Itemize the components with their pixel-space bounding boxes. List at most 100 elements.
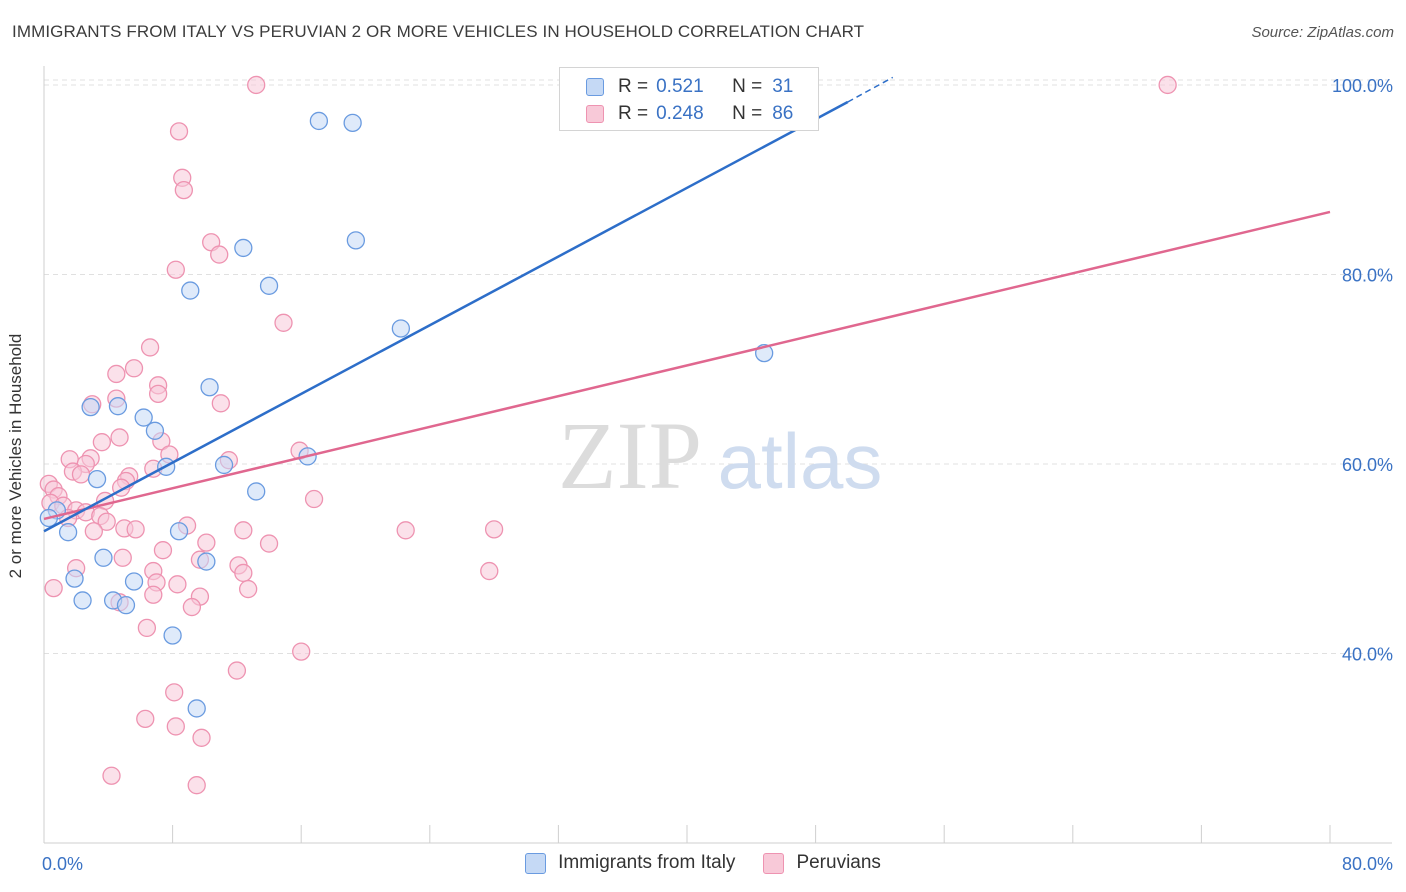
italy-point — [197, 552, 216, 571]
series-legend-italy[interactable]: Immigrants from Italy — [525, 852, 735, 874]
y-tick-label: 100.0% — [1332, 76, 1393, 96]
peruvian-point — [396, 521, 415, 540]
peruvian-point — [71, 465, 91, 484]
series-legend-peruvians[interactable]: Peruvians — [763, 852, 881, 874]
y-axis-label: 2 or more Vehicles in Household — [6, 333, 25, 579]
italy-point — [200, 378, 219, 397]
italy-point — [343, 113, 362, 133]
italy-point — [309, 111, 329, 131]
peruvian-point — [126, 520, 145, 539]
italy-point — [116, 596, 136, 615]
peruvian-point — [92, 433, 112, 452]
peruvian-point — [259, 534, 279, 553]
tick-labels: 40.0% 60.0% 80.0% 100.0% 0.0% 80.0% — [42, 76, 1393, 874]
legend-swatch-italy — [586, 78, 604, 96]
peruvian-point — [110, 428, 129, 447]
peruvian-point — [234, 521, 253, 540]
peruvian-point — [97, 512, 116, 531]
peruvian-point — [165, 683, 184, 702]
italy-point — [58, 523, 78, 542]
legend-row-peruvians: R = 0.248 N = 86 — [586, 102, 793, 126]
italy-point — [81, 397, 100, 417]
peruvian-point — [124, 359, 144, 378]
peruvian-point — [211, 394, 230, 413]
italy-point — [87, 469, 107, 489]
y-tick-label: 60.0% — [1342, 455, 1393, 475]
peruvian-point — [182, 597, 202, 617]
series-swatch-italy — [525, 852, 547, 874]
legend-n-label: N = — [732, 76, 763, 97]
legend-row-italy: R = 0.521 N = 31 — [586, 75, 793, 99]
italy-point — [391, 319, 411, 338]
peruvian-point — [247, 75, 266, 95]
peruvian-point — [84, 522, 103, 541]
y-tick-label: 80.0% — [1342, 265, 1393, 285]
italy-point — [259, 276, 279, 295]
peruvian-point — [148, 384, 168, 404]
watermark-atlas: atlas — [718, 417, 883, 505]
x-tick-label-max: 80.0% — [1342, 854, 1393, 874]
italy-point — [187, 699, 206, 718]
watermark: ZIP atlas — [558, 402, 882, 509]
peruvian-point — [136, 709, 155, 729]
italy-point — [234, 238, 253, 258]
peruvian-point — [102, 766, 121, 785]
peruvian-point — [484, 520, 504, 539]
peruvian-point — [192, 728, 211, 747]
legend-r-value: 0.248 — [656, 103, 704, 124]
peruvian-point — [292, 642, 311, 661]
peruvian-point — [197, 533, 216, 552]
legend-n-value: 31 — [772, 76, 794, 97]
peruvian-point — [174, 180, 194, 200]
peruvian-point — [169, 122, 189, 141]
italy-point — [145, 421, 165, 440]
peruvian-point — [168, 575, 187, 594]
legend-r-label: R = — [618, 76, 649, 97]
italy-point — [73, 591, 92, 610]
y-tick-label: 40.0% — [1342, 644, 1393, 664]
data-points — [39, 75, 1177, 795]
peruvian-point — [480, 561, 499, 581]
chart-title: IMMIGRANTS FROM ITALY VS PERUVIAN 2 OR M… — [12, 22, 865, 41]
legend-r-value: 0.521 — [656, 76, 704, 97]
italy-point — [163, 626, 182, 645]
peruvian-point — [239, 579, 258, 599]
x-tick-label-min: 0.0% — [42, 854, 83, 874]
peruvian-point — [187, 776, 206, 795]
peruvian-trend-line — [43, 210, 1331, 521]
peruvian-point — [140, 338, 160, 357]
watermark-zip: ZIP — [558, 402, 702, 509]
italy-trend-line — [43, 100, 849, 533]
trend-lines — [43, 76, 1331, 533]
legend-swatch-peruvians — [586, 105, 604, 123]
peruvian-point — [107, 364, 126, 384]
italy-point — [247, 482, 266, 501]
peruvian-point — [1158, 75, 1177, 95]
chart-source: Source: ZipAtlas.com — [1251, 24, 1394, 41]
series-name-peruvians: Peruvians — [796, 852, 881, 873]
correlation-legend: R = 0.521 N = 31 R = 0.248 N = 86 — [559, 67, 819, 131]
legend-r-label: R = — [618, 103, 649, 124]
peruvian-point — [44, 578, 63, 598]
italy-point — [124, 572, 144, 591]
peruvian-point — [227, 661, 247, 680]
italy-point — [181, 281, 200, 300]
peruvian-point — [153, 541, 173, 560]
axes — [43, 66, 1392, 844]
peruvian-point — [210, 245, 229, 264]
italy-point — [346, 231, 366, 250]
legend-n-value: 86 — [772, 103, 794, 124]
series-swatch-peruvians — [763, 852, 785, 874]
italy-point — [65, 569, 84, 588]
italy-trend-extension — [847, 76, 894, 103]
peruvian-point — [234, 563, 253, 583]
legend-n-label: N = — [732, 103, 763, 124]
peruvian-point — [144, 585, 163, 604]
italy-point — [169, 522, 189, 541]
peruvian-point — [304, 489, 324, 509]
peruvian-point — [166, 260, 185, 279]
italy-point — [134, 408, 153, 427]
italy-point — [94, 548, 113, 567]
italy-point — [108, 397, 128, 416]
